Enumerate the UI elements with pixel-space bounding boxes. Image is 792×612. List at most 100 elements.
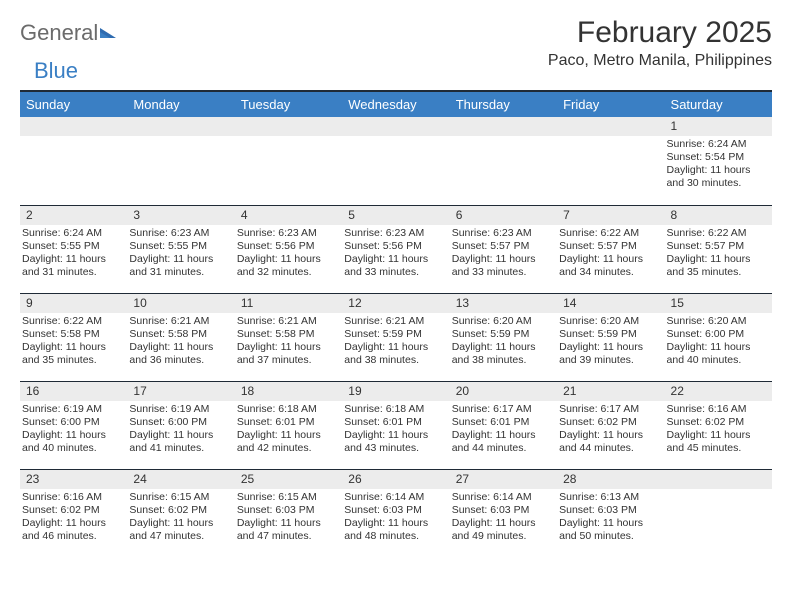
day-number: 26	[342, 470, 449, 489]
day-number: 12	[342, 294, 449, 313]
day-number: 25	[235, 470, 342, 489]
daylight-text: and 33 minutes.	[452, 266, 553, 279]
daylight-text: Daylight: 11 hours	[344, 253, 445, 266]
day-number: 21	[557, 382, 664, 401]
daylight-text: Daylight: 11 hours	[22, 253, 123, 266]
daylight-text: Daylight: 11 hours	[237, 253, 338, 266]
calendar-day-cell: 21Sunrise: 6:17 AMSunset: 6:02 PMDayligh…	[557, 381, 664, 469]
daylight-text: and 38 minutes.	[344, 354, 445, 367]
sunset-text: Sunset: 6:02 PM	[559, 416, 660, 429]
sunrise-text: Sunrise: 6:24 AM	[22, 227, 123, 240]
daylight-text: Daylight: 11 hours	[559, 253, 660, 266]
daylight-text: Daylight: 11 hours	[237, 341, 338, 354]
calendar-day-cell: 9Sunrise: 6:22 AMSunset: 5:58 PMDaylight…	[20, 293, 127, 381]
calendar-day-cell: 11Sunrise: 6:21 AMSunset: 5:58 PMDayligh…	[235, 293, 342, 381]
daylight-text: Daylight: 11 hours	[344, 341, 445, 354]
daylight-text: and 48 minutes.	[344, 530, 445, 543]
sunset-text: Sunset: 6:02 PM	[667, 416, 768, 429]
day-body: Sunrise: 6:24 AMSunset: 5:54 PMDaylight:…	[665, 136, 772, 193]
title-block: February 2025 Paco, Metro Manila, Philip…	[548, 16, 772, 70]
logo-flag-icon	[100, 22, 120, 45]
sunrise-text: Sunrise: 6:17 AM	[559, 403, 660, 416]
weekday-header: Sunday	[20, 92, 127, 117]
daylight-text: and 35 minutes.	[22, 354, 123, 367]
daylight-text: and 46 minutes.	[22, 530, 123, 543]
day-number-empty	[557, 117, 664, 136]
day-body: Sunrise: 6:14 AMSunset: 6:03 PMDaylight:…	[342, 489, 449, 546]
day-body: Sunrise: 6:23 AMSunset: 5:56 PMDaylight:…	[235, 225, 342, 282]
calendar-day-cell: 18Sunrise: 6:18 AMSunset: 6:01 PMDayligh…	[235, 381, 342, 469]
day-number: 10	[127, 294, 234, 313]
day-body: Sunrise: 6:20 AMSunset: 5:59 PMDaylight:…	[557, 313, 664, 370]
calendar-day-cell	[557, 117, 664, 205]
sunset-text: Sunset: 6:00 PM	[22, 416, 123, 429]
sunrise-text: Sunrise: 6:23 AM	[237, 227, 338, 240]
day-body: Sunrise: 6:14 AMSunset: 6:03 PMDaylight:…	[450, 489, 557, 546]
daylight-text: Daylight: 11 hours	[129, 517, 230, 530]
calendar-day-cell: 25Sunrise: 6:15 AMSunset: 6:03 PMDayligh…	[235, 469, 342, 557]
daylight-text: and 42 minutes.	[237, 442, 338, 455]
daylight-text: and 41 minutes.	[129, 442, 230, 455]
sunrise-text: Sunrise: 6:20 AM	[559, 315, 660, 328]
day-number: 19	[342, 382, 449, 401]
calendar-day-cell: 24Sunrise: 6:15 AMSunset: 6:02 PMDayligh…	[127, 469, 234, 557]
calendar-day-cell	[342, 117, 449, 205]
day-number: 20	[450, 382, 557, 401]
daylight-text: Daylight: 11 hours	[22, 517, 123, 530]
daylight-text: and 43 minutes.	[344, 442, 445, 455]
calendar-day-cell: 20Sunrise: 6:17 AMSunset: 6:01 PMDayligh…	[450, 381, 557, 469]
day-number: 2	[20, 206, 127, 225]
calendar-day-cell	[665, 469, 772, 557]
weekday-header: Tuesday	[235, 92, 342, 117]
day-number: 7	[557, 206, 664, 225]
sunset-text: Sunset: 5:58 PM	[22, 328, 123, 341]
sunrise-text: Sunrise: 6:24 AM	[667, 138, 768, 151]
sunset-text: Sunset: 6:03 PM	[344, 504, 445, 517]
calendar-header-row: Sunday Monday Tuesday Wednesday Thursday…	[20, 92, 772, 117]
calendar-day-cell: 2Sunrise: 6:24 AMSunset: 5:55 PMDaylight…	[20, 205, 127, 293]
weekday-header: Thursday	[450, 92, 557, 117]
weekday-header: Monday	[127, 92, 234, 117]
calendar-day-cell	[127, 117, 234, 205]
day-number: 22	[665, 382, 772, 401]
calendar-day-cell: 26Sunrise: 6:14 AMSunset: 6:03 PMDayligh…	[342, 469, 449, 557]
day-body: Sunrise: 6:17 AMSunset: 6:01 PMDaylight:…	[450, 401, 557, 458]
sunset-text: Sunset: 5:58 PM	[237, 328, 338, 341]
sunrise-text: Sunrise: 6:14 AM	[344, 491, 445, 504]
day-number: 27	[450, 470, 557, 489]
calendar-day-cell: 7Sunrise: 6:22 AMSunset: 5:57 PMDaylight…	[557, 205, 664, 293]
daylight-text: Daylight: 11 hours	[559, 341, 660, 354]
day-body: Sunrise: 6:22 AMSunset: 5:57 PMDaylight:…	[557, 225, 664, 282]
day-number: 1	[665, 117, 772, 136]
calendar-day-cell: 27Sunrise: 6:14 AMSunset: 6:03 PMDayligh…	[450, 469, 557, 557]
daylight-text: Daylight: 11 hours	[129, 253, 230, 266]
sunset-text: Sunset: 6:02 PM	[129, 504, 230, 517]
sunset-text: Sunset: 6:01 PM	[344, 416, 445, 429]
daylight-text: and 30 minutes.	[667, 177, 768, 190]
day-number-empty	[342, 117, 449, 136]
sunset-text: Sunset: 6:03 PM	[452, 504, 553, 517]
daylight-text: and 40 minutes.	[22, 442, 123, 455]
calendar-week-row: 2Sunrise: 6:24 AMSunset: 5:55 PMDaylight…	[20, 205, 772, 293]
daylight-text: and 47 minutes.	[129, 530, 230, 543]
day-body: Sunrise: 6:17 AMSunset: 6:02 PMDaylight:…	[557, 401, 664, 458]
sunrise-text: Sunrise: 6:21 AM	[344, 315, 445, 328]
calendar-day-cell: 1Sunrise: 6:24 AMSunset: 5:54 PMDaylight…	[665, 117, 772, 205]
calendar-day-cell: 8Sunrise: 6:22 AMSunset: 5:57 PMDaylight…	[665, 205, 772, 293]
calendar-week-row: 16Sunrise: 6:19 AMSunset: 6:00 PMDayligh…	[20, 381, 772, 469]
sunrise-text: Sunrise: 6:22 AM	[667, 227, 768, 240]
daylight-text: and 33 minutes.	[344, 266, 445, 279]
calendar-day-cell: 17Sunrise: 6:19 AMSunset: 6:00 PMDayligh…	[127, 381, 234, 469]
daylight-text: Daylight: 11 hours	[452, 253, 553, 266]
sunset-text: Sunset: 5:59 PM	[559, 328, 660, 341]
calendar-day-cell: 22Sunrise: 6:16 AMSunset: 6:02 PMDayligh…	[665, 381, 772, 469]
sunset-text: Sunset: 5:55 PM	[129, 240, 230, 253]
sunset-text: Sunset: 6:00 PM	[129, 416, 230, 429]
day-number: 28	[557, 470, 664, 489]
calendar-table: Sunday Monday Tuesday Wednesday Thursday…	[20, 92, 772, 557]
sunset-text: Sunset: 6:01 PM	[237, 416, 338, 429]
sunrise-text: Sunrise: 6:23 AM	[129, 227, 230, 240]
calendar-day-cell: 19Sunrise: 6:18 AMSunset: 6:01 PMDayligh…	[342, 381, 449, 469]
daylight-text: Daylight: 11 hours	[559, 517, 660, 530]
day-body: Sunrise: 6:23 AMSunset: 5:56 PMDaylight:…	[342, 225, 449, 282]
